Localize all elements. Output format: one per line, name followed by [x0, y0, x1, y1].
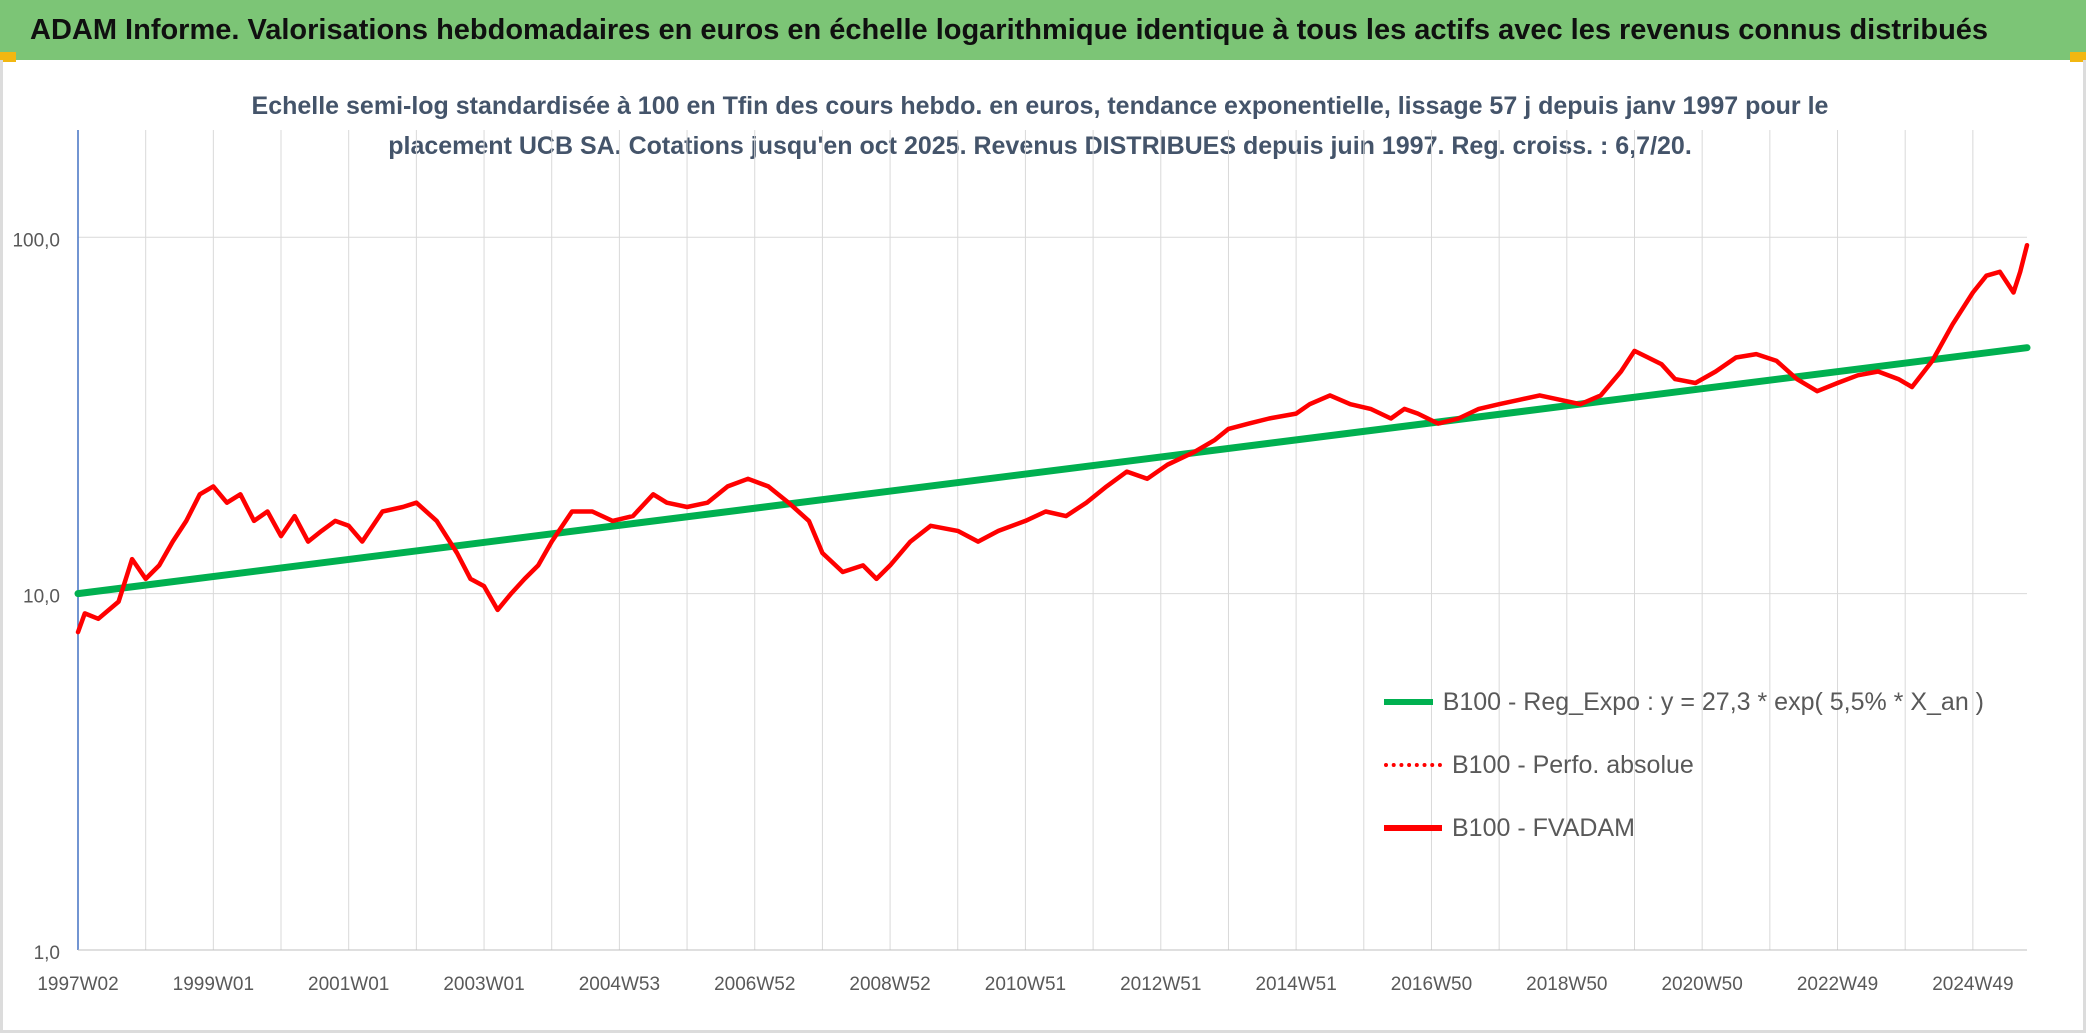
report-banner: ADAM Informe. Valorisations hebdomadaire…	[0, 0, 2086, 60]
legend-swatch-trend	[1384, 699, 1433, 705]
legend-item-trend: B100 - Reg_Expo : y = 27,3 * exp( 5,5% *…	[1384, 686, 1984, 718]
x-tick-label: 2012W51	[1120, 974, 1201, 995]
x-tick-label: 2020W50	[1661, 974, 1742, 995]
report-title: ADAM Informe. Valorisations hebdomadaire…	[30, 13, 1989, 46]
x-tick-label: 2006W52	[714, 974, 795, 995]
legend-label-absolute: B100 - Perfo. absolue	[1452, 750, 1694, 779]
x-tick-label: 2018W50	[1526, 974, 1607, 995]
legend-swatch-fvadam	[1384, 825, 1442, 831]
legend-item-absolute: B100 - Perfo. absolue	[1384, 749, 1984, 781]
x-tick-label: 2022W49	[1797, 974, 1878, 995]
x-tick-label: 1999W01	[173, 974, 254, 995]
series-lines	[74, 242, 2031, 635]
x-tick-label: 2024W49	[1932, 974, 2013, 995]
legend-swatch-absolute	[1384, 763, 1442, 767]
legend-item-fvadam: B100 - FVADAM	[1384, 812, 1984, 844]
fvadam-line	[75, 242, 2030, 635]
chart-title-line-1: Echelle semi-log standardisée à 100 en T…	[251, 92, 1829, 120]
corner-accent-left	[0, 52, 16, 62]
x-tick-label: 1997W02	[37, 974, 118, 995]
trend-line	[74, 344, 2031, 598]
x-tick-label: 2001W01	[308, 974, 389, 995]
chart-title-line-2: placement UCB SA. Cotations jusqu'en oct…	[388, 132, 1692, 160]
chart-title: Echelle semi-log standardisée à 100 en T…	[150, 86, 1930, 166]
x-tick-label: 2004W53	[579, 974, 660, 995]
chart-frame	[0, 60, 2086, 1033]
chart-legend: B100 - Reg_Expo : y = 27,3 * exp( 5,5% *…	[1384, 686, 1984, 875]
x-tick-label: 2016W50	[1391, 974, 1472, 995]
tick-labels: 1,0 10,0 100,0 1997W02 1999W01 2001W01 2003W01…	[12, 230, 2013, 995]
legend-label-fvadam: B100 - FVADAM	[1452, 813, 1635, 842]
x-tick-label: 2003W01	[443, 974, 524, 995]
legend-label-trend: B100 - Reg_Expo : y = 27,3 * exp( 5,5% *…	[1442, 687, 1984, 716]
y-tick-label: 1,0	[34, 943, 60, 964]
axes	[77, 130, 2027, 951]
x-tick-label: 2010W51	[985, 974, 1066, 995]
y-tick-label: 10,0	[23, 587, 60, 608]
x-tick-label: 2014W51	[1255, 974, 1336, 995]
corner-accent-right	[2070, 52, 2086, 62]
y-tick-label: 100,0	[12, 230, 60, 251]
x-tick-label: 2008W52	[849, 974, 930, 995]
